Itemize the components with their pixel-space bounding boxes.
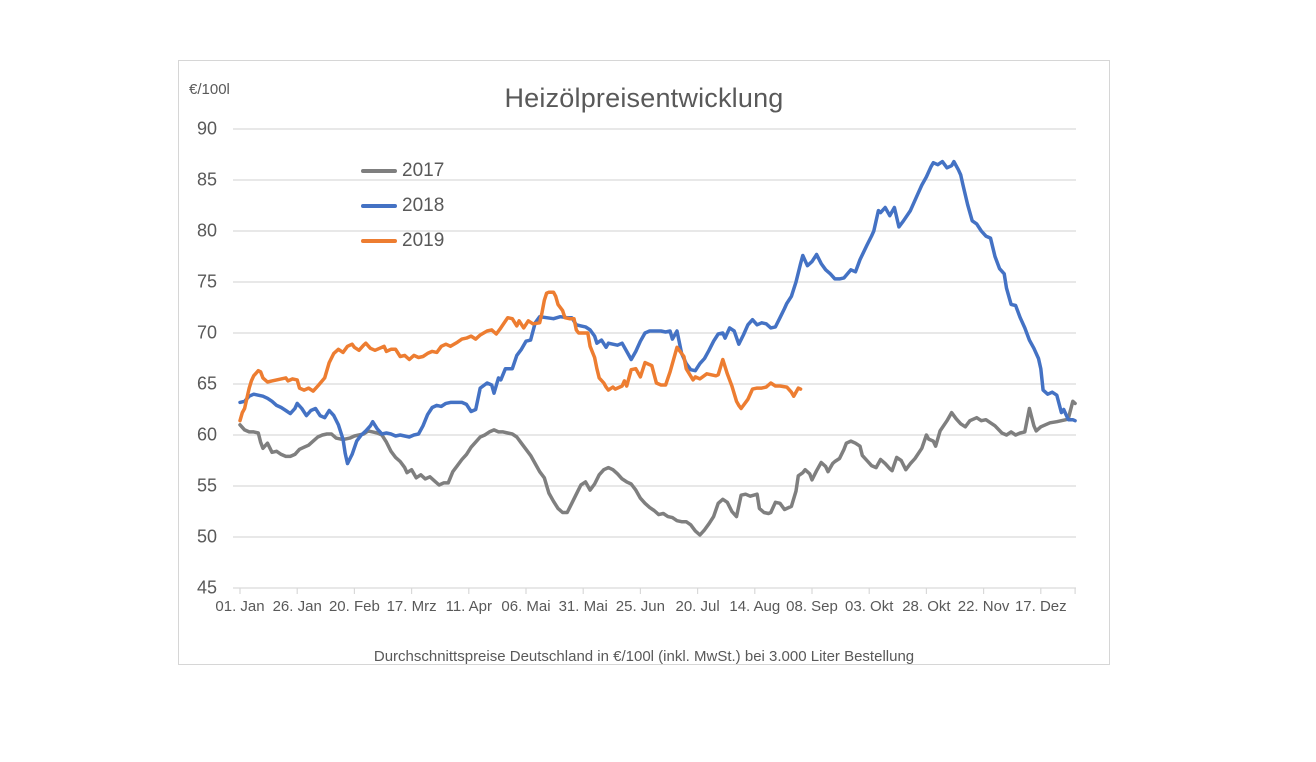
- chart-caption: Durchschnittspreise Deutschland in €/100…: [373, 648, 915, 665]
- series-line-2018: [238, 159, 1077, 466]
- series-line-2017: [238, 399, 1077, 537]
- chart-title: Heizölpreisentwicklung: [504, 83, 784, 113]
- legend-label: 2019: [402, 230, 445, 251]
- chart-svg: [233, 128, 1077, 594]
- series-line-2019: [238, 290, 803, 423]
- y-axis-unit-label: €/100l: [189, 81, 230, 98]
- legend-label: 2017: [402, 160, 445, 181]
- legend-swatch: [361, 204, 397, 208]
- chart-legend: 2017 2018 2019: [361, 159, 444, 264]
- legend-item-2017: 2017: [361, 159, 444, 183]
- chart-container: €/100l Heizölpreisentwicklung 90 85 80 75 70…: [178, 60, 1110, 665]
- legend-item-2019: 2019: [361, 229, 444, 253]
- legend-swatch: [361, 169, 397, 173]
- legend-swatch: [361, 239, 397, 243]
- legend-item-2018: 2018: [361, 194, 444, 218]
- legend-label: 2018: [402, 195, 445, 216]
